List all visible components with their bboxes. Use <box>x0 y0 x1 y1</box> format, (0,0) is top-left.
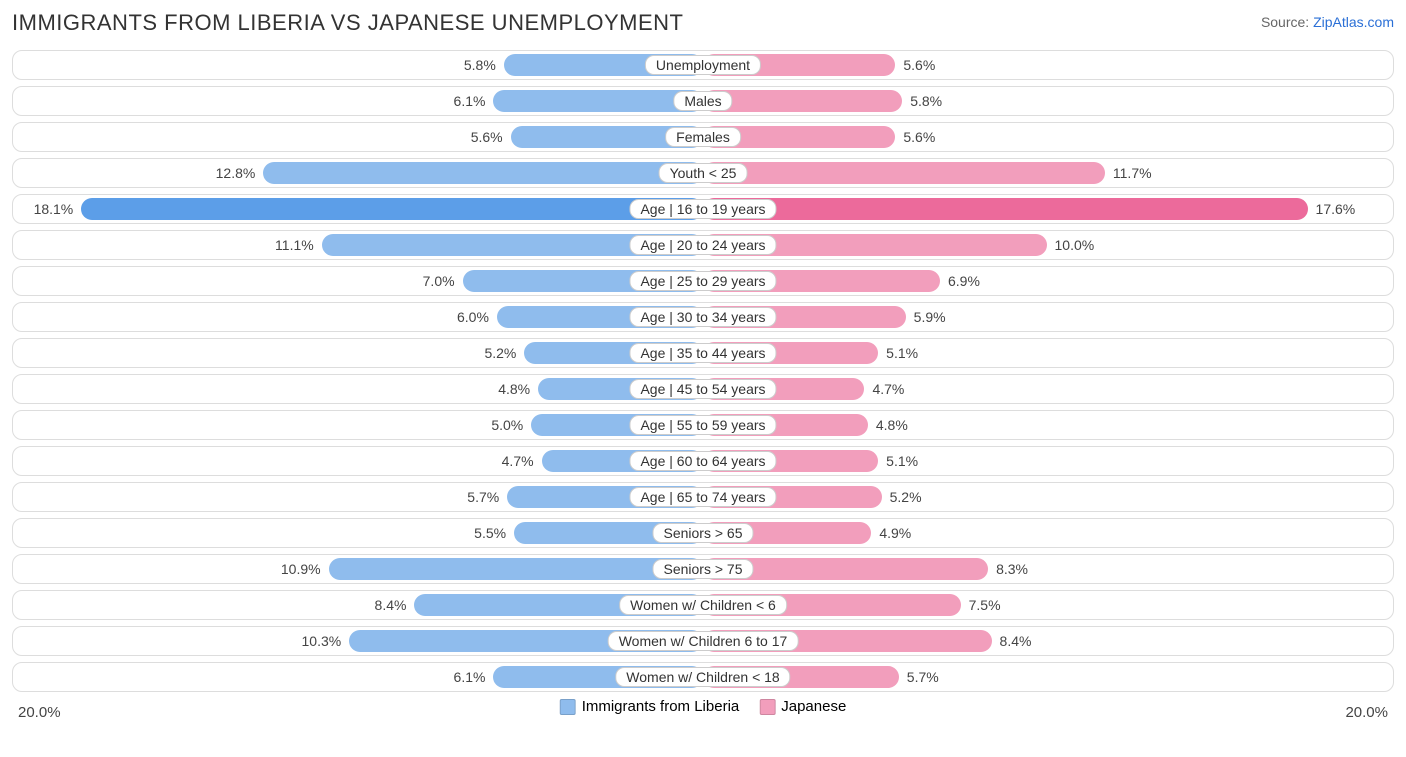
legend-swatch-right <box>759 699 775 715</box>
chart-row: 6.1% 5.8% Males <box>12 86 1394 116</box>
chart-row: 7.0% 6.9% Age | 25 to 29 years <box>12 266 1394 296</box>
category-label: Youth < 25 <box>659 163 748 183</box>
chart-row: 6.0% 5.9% Age | 30 to 34 years <box>12 302 1394 332</box>
value-label-right: 8.3% <box>996 561 1028 577</box>
chart-row: 5.6% 5.6% Females <box>12 122 1394 152</box>
bar-left <box>493 90 703 112</box>
category-label: Males <box>673 91 732 111</box>
value-label-left: 6.1% <box>454 93 486 109</box>
category-label: Women w/ Children < 18 <box>615 667 790 687</box>
category-label: Women w/ Children < 6 <box>619 595 787 615</box>
value-label-right: 10.0% <box>1055 237 1095 253</box>
legend: Immigrants from Liberia Japanese <box>560 698 847 715</box>
value-label-left: 7.0% <box>423 273 455 289</box>
chart-row: 5.5% 4.9% Seniors > 65 <box>12 518 1394 548</box>
category-label: Age | 65 to 74 years <box>629 487 776 507</box>
value-label-right: 11.7% <box>1113 165 1152 181</box>
chart-row: 11.1% 10.0% Age | 20 to 24 years <box>12 230 1394 260</box>
legend-item-right: Japanese <box>759 698 846 715</box>
diverging-bar-chart: 5.8%5.6%Unemployment6.1%5.8%Males5.6%5.6… <box>12 50 1394 692</box>
value-label-right: 4.8% <box>876 417 908 433</box>
legend-label-left: Immigrants from Liberia <box>582 698 740 715</box>
value-label-left: 5.0% <box>491 417 523 433</box>
category-label: Age | 45 to 54 years <box>629 379 776 399</box>
category-label: Unemployment <box>645 55 761 75</box>
chart-row: 5.8% 5.6% Unemployment <box>12 50 1394 80</box>
source-link[interactable]: ZipAtlas.com <box>1313 14 1394 30</box>
value-label-right: 5.1% <box>886 345 918 361</box>
chart-row: 4.7% 5.1% Age | 60 to 64 years <box>12 446 1394 476</box>
chart-row: 5.7% 5.2% Age | 65 to 74 years <box>12 482 1394 512</box>
chart-row: 18.1% 17.6% Age | 16 to 19 years <box>12 194 1394 224</box>
bar-right <box>703 198 1308 220</box>
value-label-left: 8.4% <box>375 597 407 613</box>
value-label-left: 5.6% <box>471 129 503 145</box>
chart-row: 5.0% 4.8% Age | 55 to 59 years <box>12 410 1394 440</box>
value-label-left: 4.7% <box>502 453 534 469</box>
chart-row: 10.9% 8.3% Seniors > 75 <box>12 554 1394 584</box>
value-label-right: 5.7% <box>907 669 939 685</box>
value-label-right: 5.9% <box>914 309 946 325</box>
chart-row: 6.1% 5.7% Women w/ Children < 18 <box>12 662 1394 692</box>
source-attribution: Source: ZipAtlas.com <box>1261 10 1394 30</box>
value-label-right: 5.1% <box>886 453 918 469</box>
chart-row: 12.8% 11.7% Youth < 25 <box>12 158 1394 188</box>
chart-title: IMMIGRANTS FROM LIBERIA VS JAPANESE UNEM… <box>12 10 683 36</box>
value-label-left: 6.0% <box>457 309 489 325</box>
source-prefix: Source: <box>1261 14 1313 30</box>
value-label-right: 5.2% <box>890 489 922 505</box>
chart-footer: 20.0% 20.0% Immigrants from Liberia Japa… <box>12 698 1394 722</box>
bar-left <box>329 558 703 580</box>
chart-header: IMMIGRANTS FROM LIBERIA VS JAPANESE UNEM… <box>12 10 1394 36</box>
category-label: Age | 16 to 19 years <box>629 199 776 219</box>
value-label-right: 7.5% <box>969 597 1001 613</box>
value-label-left: 10.9% <box>281 561 321 577</box>
value-label-left: 5.5% <box>474 525 506 541</box>
bar-right <box>703 162 1105 184</box>
value-label-left: 5.7% <box>467 489 499 505</box>
category-label: Age | 35 to 44 years <box>629 343 776 363</box>
value-label-left: 5.8% <box>464 57 496 73</box>
chart-row: 4.8% 4.7% Age | 45 to 54 years <box>12 374 1394 404</box>
category-label: Seniors > 65 <box>653 523 754 543</box>
value-label-right: 17.6% <box>1316 201 1356 217</box>
value-label-right: 5.6% <box>903 129 935 145</box>
value-label-left: 4.8% <box>498 381 530 397</box>
category-label: Females <box>665 127 741 147</box>
value-label-right: 5.8% <box>910 93 942 109</box>
category-label: Age | 30 to 34 years <box>629 307 776 327</box>
value-label-left: 11.1% <box>275 237 314 253</box>
value-label-left: 10.3% <box>302 633 342 649</box>
bar-left <box>81 198 703 220</box>
legend-item-left: Immigrants from Liberia <box>560 698 740 715</box>
category-label: Age | 60 to 64 years <box>629 451 776 471</box>
category-label: Age | 25 to 29 years <box>629 271 776 291</box>
value-label-right: 8.4% <box>1000 633 1032 649</box>
value-label-left: 12.8% <box>216 165 256 181</box>
legend-swatch-left <box>560 699 576 715</box>
bar-right <box>703 90 902 112</box>
category-label: Women w/ Children 6 to 17 <box>608 631 799 651</box>
category-label: Age | 20 to 24 years <box>629 235 776 255</box>
value-label-right: 4.7% <box>872 381 904 397</box>
category-label: Age | 55 to 59 years <box>629 415 776 435</box>
category-label: Seniors > 75 <box>653 559 754 579</box>
value-label-right: 6.9% <box>948 273 980 289</box>
chart-row: 5.2% 5.1% Age | 35 to 44 years <box>12 338 1394 368</box>
value-label-right: 4.9% <box>879 525 911 541</box>
chart-row: 8.4% 7.5% Women w/ Children < 6 <box>12 590 1394 620</box>
value-label-left: 18.1% <box>34 201 74 217</box>
value-label-left: 6.1% <box>454 669 486 685</box>
bar-left <box>263 162 703 184</box>
chart-row: 10.3% 8.4% Women w/ Children 6 to 17 <box>12 626 1394 656</box>
value-label-left: 5.2% <box>484 345 516 361</box>
legend-label-right: Japanese <box>781 698 846 715</box>
value-label-right: 5.6% <box>903 57 935 73</box>
